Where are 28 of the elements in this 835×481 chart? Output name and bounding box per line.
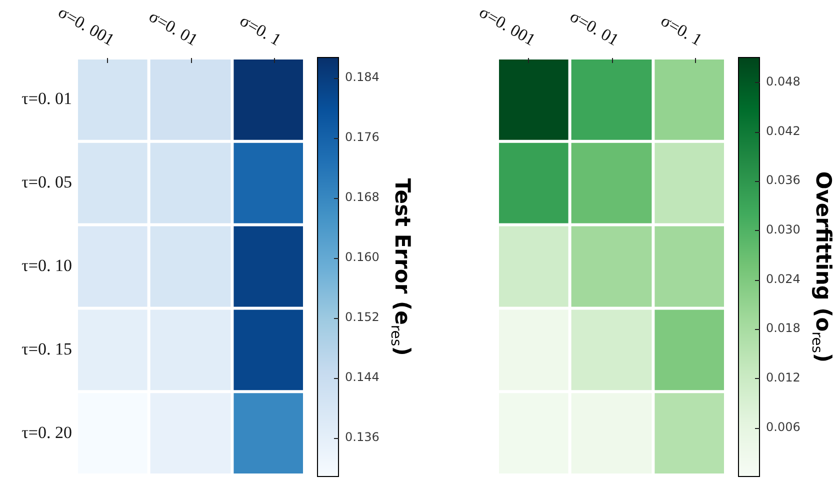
color-bar-label: 0.006 [766, 420, 800, 434]
color-bar-label: 0.152 [345, 310, 380, 324]
color-bar-label: 0.048 [766, 74, 800, 89]
color-bar-label: 0.042 [766, 124, 800, 138]
y-tick-label: τ=0. 20 [22, 422, 72, 442]
color-bar-label: 0.136 [345, 430, 380, 444]
color-bar-label: 0.176 [345, 130, 380, 144]
x-tick-label: σ=0. 001 [55, 2, 118, 50]
y-tick-label: τ=0. 05 [22, 172, 72, 192]
y-tick-label: τ=0. 01 [22, 89, 72, 108]
color-bar-label: 0.144 [345, 370, 380, 384]
y-tick-label: τ=0. 10 [22, 256, 72, 275]
color-bar-label: 0.160 [345, 250, 380, 264]
color-bar-label: 0.184 [345, 70, 380, 84]
x-tick-label: σ=0. 01 [566, 6, 622, 50]
y-tick-label: τ=0. 15 [22, 339, 72, 358]
color-bar-label: 0.018 [766, 321, 800, 336]
x-tick-label: σ=0. 1 [236, 10, 284, 50]
color-bar-title: Test Error (eres) [387, 178, 415, 356]
x-tick-label: σ=0. 001 [476, 2, 539, 50]
color-bar-title: Overfitting (ores) [808, 171, 835, 363]
color-bar-label: 0.012 [766, 370, 800, 384]
color-bar-label: 0.168 [345, 190, 380, 204]
color-bar-label: 0.036 [766, 173, 800, 188]
color-bar-label: 0.030 [766, 222, 800, 237]
color-bar-label: 0.024 [766, 272, 800, 286]
x-tick-label: σ=0. 1 [658, 10, 706, 50]
x-tick-label: σ=0. 01 [146, 6, 201, 50]
